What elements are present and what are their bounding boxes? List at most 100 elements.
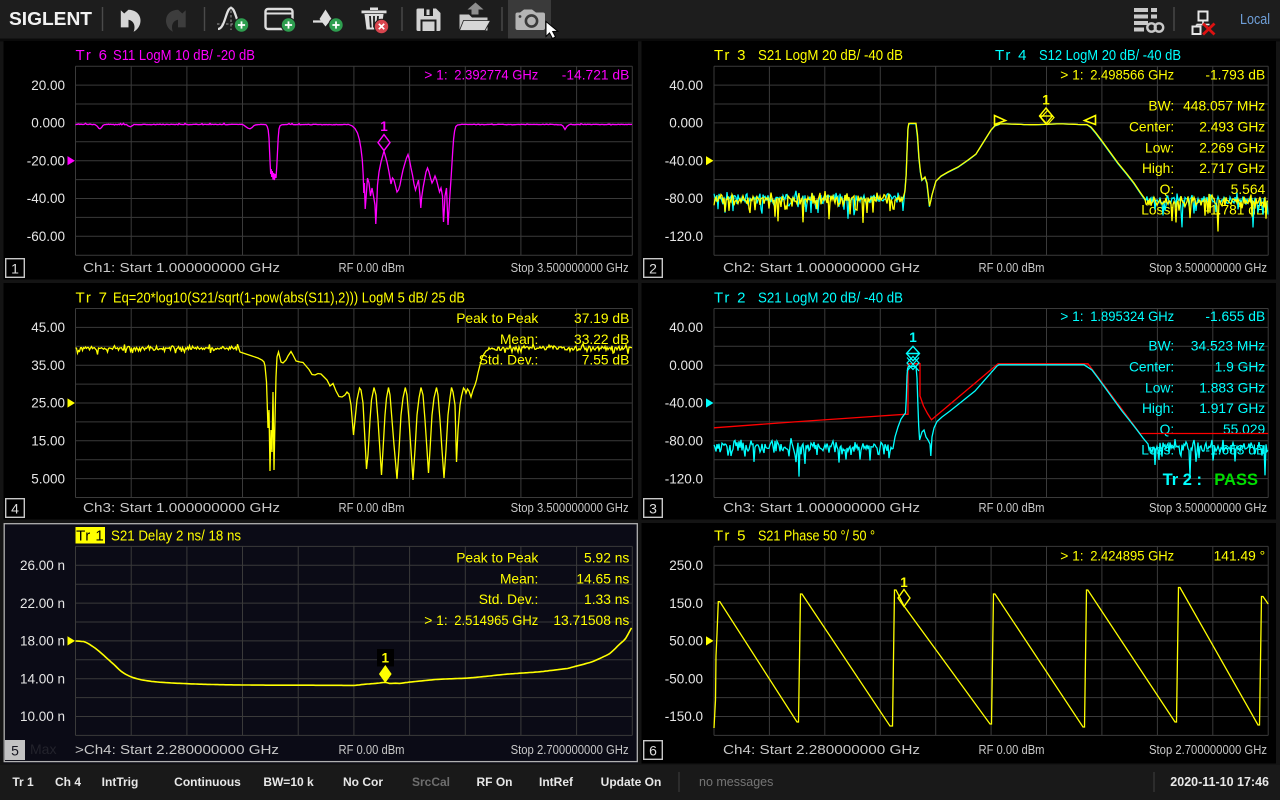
svg-text:Tr 5: Tr 5 (714, 527, 747, 544)
svg-text:1.895324 GHz: 1.895324 GHz (1090, 309, 1174, 324)
svg-text:Std. Dev.:: Std. Dev.: (479, 592, 539, 607)
svg-text:Ch1: Start 1.000000000 GHz: Ch1: Start 1.000000000 GHz (83, 260, 280, 275)
svg-text:BW=10 k: BW=10 k (263, 775, 314, 789)
svg-text:0.000: 0.000 (31, 116, 65, 131)
svg-text:Local: Local (1240, 12, 1270, 28)
svg-text:> 1:: > 1: (1060, 309, 1083, 324)
svg-text:5.92 ns: 5.92 ns (584, 551, 629, 566)
svg-text:Stop 2.700000000 GHz: Stop 2.700000000 GHz (1149, 742, 1267, 757)
svg-text:2.424895 GHz: 2.424895 GHz (1090, 548, 1174, 563)
svg-text:RF 0.00 dBm: RF 0.00 dBm (979, 260, 1045, 275)
svg-text:448.057 MHz: 448.057 MHz (1183, 99, 1265, 114)
svg-text:15.00: 15.00 (31, 434, 65, 449)
svg-text:22.00 n: 22.00 n (20, 596, 65, 611)
svg-text:5.000: 5.000 (31, 471, 65, 486)
svg-text:> 1:: > 1: (1060, 68, 1083, 83)
svg-text:Center:: Center: (1129, 360, 1174, 375)
svg-text:Ch3: Start 1.000000000 GHz: Ch3: Start 1.000000000 GHz (83, 500, 280, 515)
svg-text:SIGLENT: SIGLENT (9, 9, 92, 29)
svg-text:S11 LogM 10 dB/ -20 dB: S11 LogM 10 dB/ -20 dB (113, 47, 255, 64)
svg-text:no messages: no messages (699, 775, 773, 789)
svg-text:S21 LogM 20 dB/ -40 dB: S21 LogM 20 dB/ -40 dB (758, 47, 903, 64)
svg-text:2020-11-10 17:46: 2020-11-10 17:46 (1170, 775, 1269, 789)
svg-text:14.65 ns: 14.65 ns (576, 571, 629, 586)
svg-text:40.00: 40.00 (669, 78, 703, 93)
svg-text:Low:: Low: (1145, 140, 1174, 155)
svg-text:2.269 GHz: 2.269 GHz (1199, 140, 1265, 155)
svg-text:2.717 GHz: 2.717 GHz (1199, 161, 1265, 176)
svg-text:Mean:: Mean: (500, 571, 538, 586)
svg-text:150.0: 150.0 (669, 596, 703, 611)
svg-text:6: 6 (649, 742, 657, 758)
svg-text:-14.721 dB: -14.721 dB (562, 68, 630, 83)
svg-text:BW:: BW: (1148, 99, 1174, 114)
svg-text:2: 2 (649, 260, 657, 276)
svg-text:RF 0.00 dBm: RF 0.00 dBm (339, 742, 405, 757)
svg-text:S21 Delay 2 ns/ 18 ns: S21 Delay 2 ns/ 18 ns (111, 527, 241, 544)
svg-text:-60.00: -60.00 (27, 229, 65, 244)
svg-text:-40.00: -40.00 (27, 191, 65, 206)
svg-text:26.00 n: 26.00 n (20, 558, 65, 573)
svg-text:Std. Dev.:: Std. Dev.: (479, 353, 539, 368)
svg-text:> 1:: > 1: (424, 613, 447, 628)
svg-text:10.00 n: 10.00 n (20, 709, 65, 724)
svg-text:Tr 7: Tr 7 (76, 289, 109, 306)
svg-text:-120.0: -120.0 (665, 229, 703, 244)
svg-text:18.00 n: 18.00 n (20, 634, 65, 649)
svg-text:37.19 dB: 37.19 dB (574, 311, 629, 326)
svg-text:13.71508 ns: 13.71508 ns (553, 613, 629, 628)
svg-text:1: 1 (900, 575, 908, 590)
svg-text:-80.00: -80.00 (665, 434, 703, 449)
svg-text:Tr 1: Tr 1 (76, 527, 104, 544)
svg-text:Tr 1: Tr 1 (12, 775, 34, 789)
svg-text:33.22 dB: 33.22 dB (574, 332, 629, 347)
svg-text:1: 1 (11, 260, 19, 276)
svg-text:1.883 GHz: 1.883 GHz (1199, 380, 1265, 395)
svg-text:4: 4 (11, 500, 19, 516)
svg-text:Stop 3.500000000 GHz: Stop 3.500000000 GHz (1149, 500, 1267, 515)
svg-text:-80.00: -80.00 (665, 191, 703, 206)
svg-text:IntTrig: IntTrig (102, 775, 139, 789)
svg-text:BW:: BW: (1148, 339, 1174, 354)
svg-text:PASS: PASS (1214, 471, 1258, 489)
svg-text:Tr 2 :: Tr 2 : (1163, 471, 1202, 489)
svg-text:55.029: 55.029 (1223, 422, 1266, 437)
svg-text:14.00 n: 14.00 n (20, 671, 65, 686)
svg-text:250.0: 250.0 (669, 558, 703, 573)
svg-text:Ch 4: Ch 4 (55, 775, 81, 789)
svg-text:Update On: Update On (601, 775, 662, 789)
svg-text:3: 3 (649, 500, 657, 516)
svg-text:25.00: 25.00 (31, 396, 65, 411)
svg-text:7.55 dB: 7.55 dB (582, 353, 630, 368)
svg-text:Peak to Peak: Peak to Peak (456, 311, 538, 326)
svg-text:Ch2: Start 1.000000000 GHz: Ch2: Start 1.000000000 GHz (723, 260, 920, 275)
svg-text:1: 1 (380, 119, 388, 134)
svg-text:0.000: 0.000 (669, 358, 703, 373)
svg-text:-40.00: -40.00 (665, 396, 703, 411)
svg-text:RF 0.00 dBm: RF 0.00 dBm (979, 742, 1045, 757)
svg-text:1.9 GHz: 1.9 GHz (1215, 360, 1266, 375)
svg-text:Tr 2: Tr 2 (714, 289, 747, 306)
svg-text:>Ch4: Start 2.280000000 GHz: >Ch4: Start 2.280000000 GHz (75, 742, 279, 757)
svg-text:35.00: 35.00 (31, 358, 65, 373)
svg-text:2.392774 GHz: 2.392774 GHz (454, 68, 538, 83)
svg-text:Stop 3.500000000 GHz: Stop 3.500000000 GHz (511, 260, 629, 275)
svg-text:-1.781 dB: -1.781 dB (1205, 203, 1265, 218)
svg-text:High:: High: (1142, 401, 1174, 416)
svg-text:1.33 ns: 1.33 ns (584, 592, 629, 607)
svg-text:-50.00: -50.00 (665, 671, 703, 686)
svg-text:RF 0.00 dBm: RF 0.00 dBm (339, 260, 405, 275)
svg-text:5.564: 5.564 (1231, 182, 1266, 197)
svg-text:-1.793 dB: -1.793 dB (1205, 68, 1265, 83)
svg-text:141.49 °: 141.49 ° (1214, 548, 1266, 563)
svg-text:No Cor: No Cor (343, 775, 383, 789)
svg-text:45.00: 45.00 (31, 320, 65, 335)
svg-text:1: 1 (382, 651, 390, 666)
svg-text:-120.0: -120.0 (665, 471, 703, 486)
svg-text:Center:: Center: (1129, 120, 1174, 135)
svg-text:Stop 3.500000000 GHz: Stop 3.500000000 GHz (511, 500, 629, 515)
svg-text:Q:: Q: (1160, 182, 1175, 197)
svg-text:Max: Max (30, 741, 56, 757)
svg-text:> 1:: > 1: (424, 68, 447, 83)
svg-text:Stop 2.700000000 GHz: Stop 2.700000000 GHz (511, 742, 629, 757)
